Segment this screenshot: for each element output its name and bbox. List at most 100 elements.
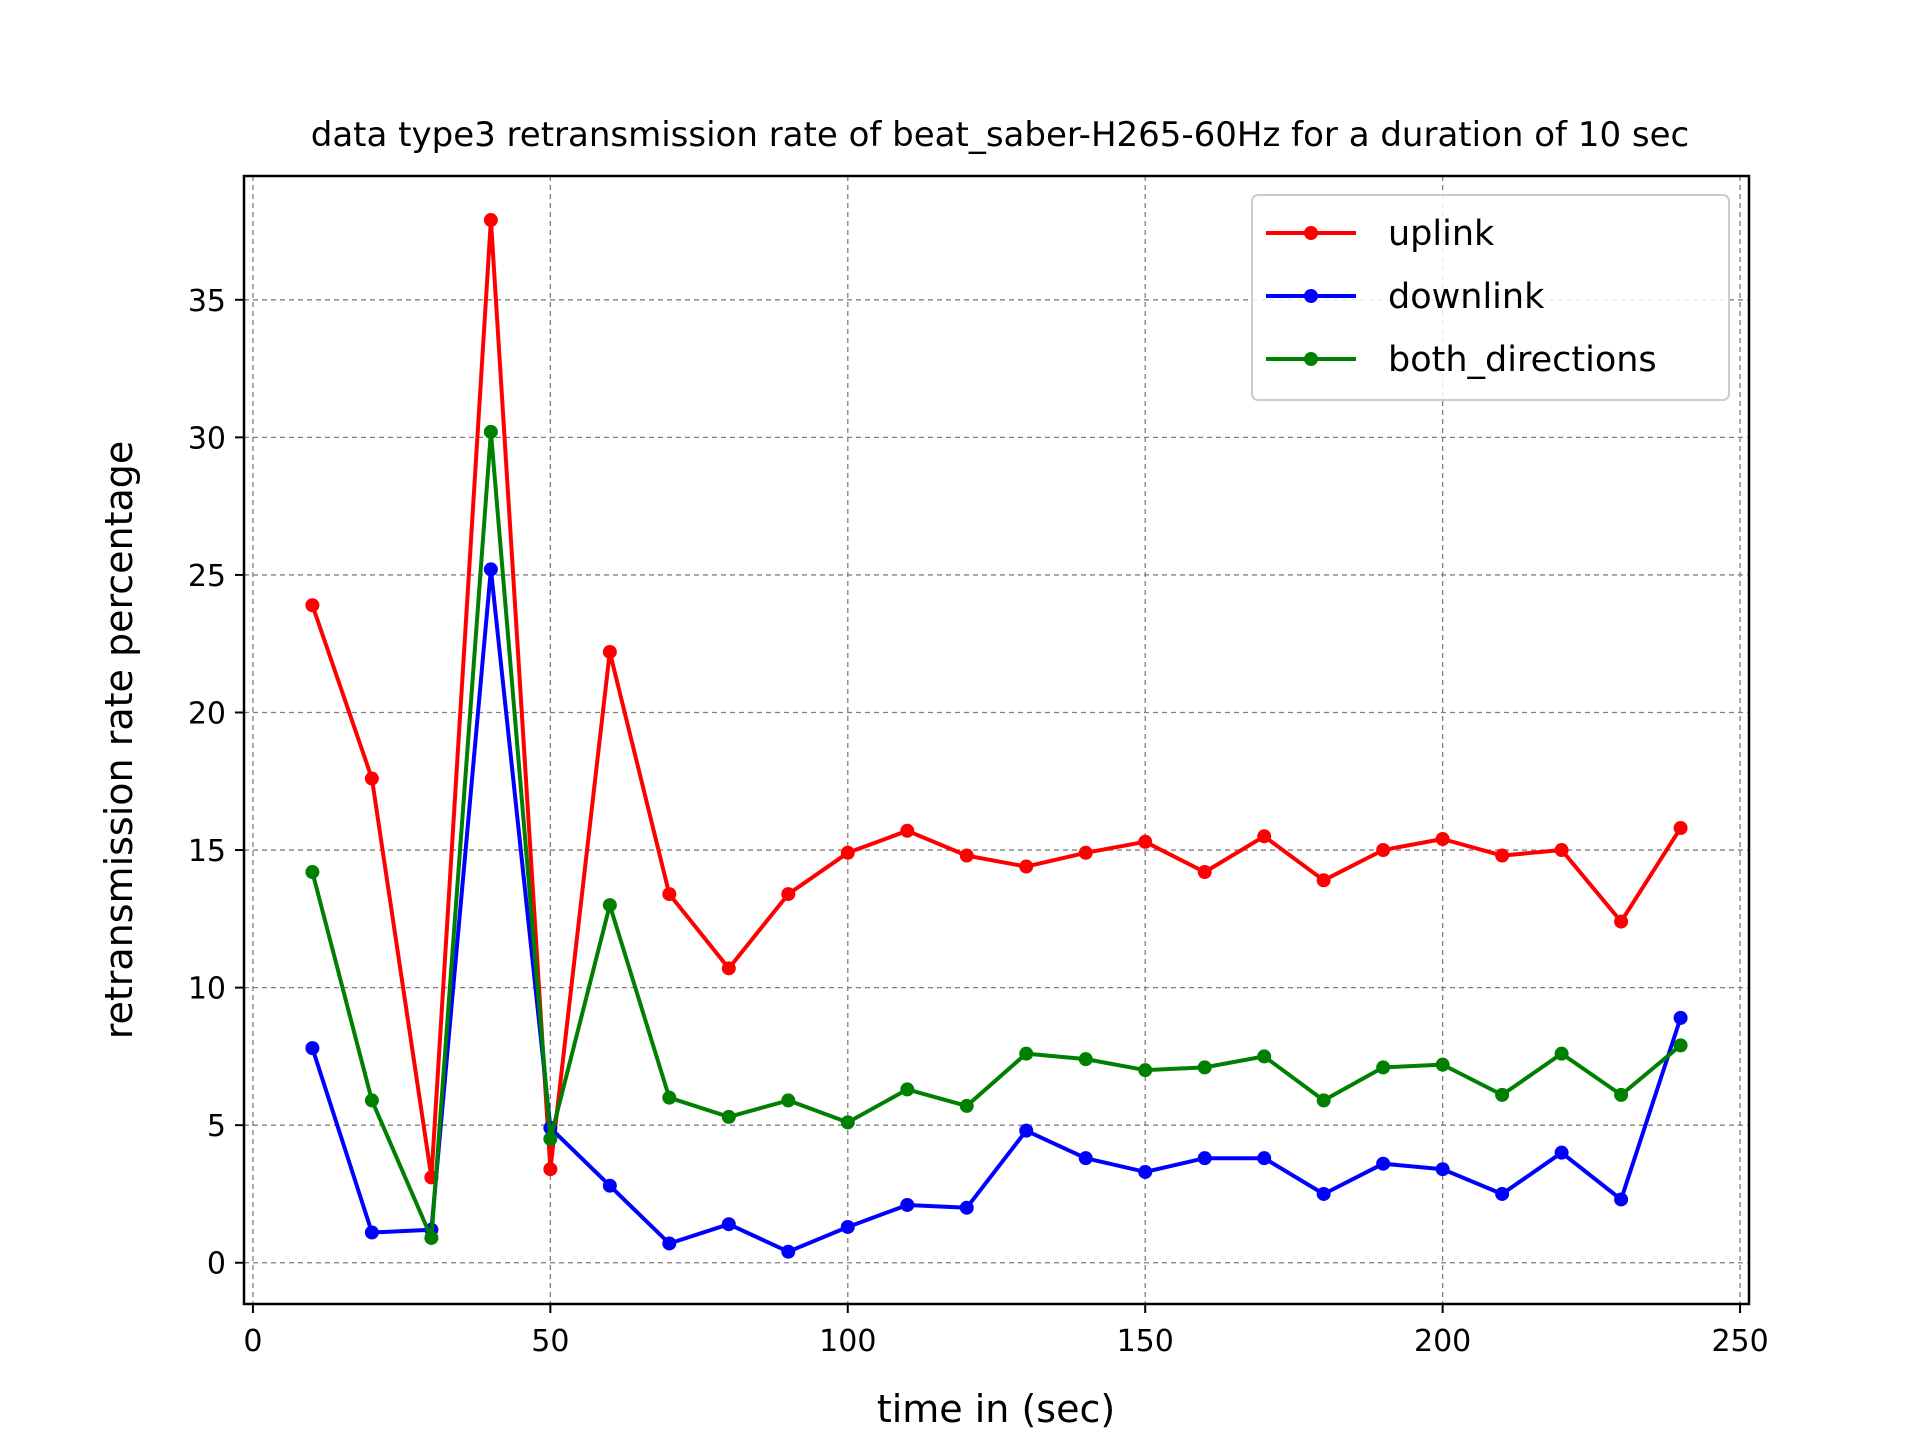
data-point [1614, 1192, 1629, 1207]
legend-label: downlink [1388, 277, 1545, 317]
data-point [900, 1197, 915, 1212]
x-tick-label: 50 [531, 1324, 569, 1359]
legend-marker [1304, 352, 1318, 366]
data-point [1197, 1060, 1212, 1075]
data-point [1435, 1162, 1450, 1177]
data-point [781, 1093, 796, 1108]
data-point [1673, 821, 1688, 836]
y-tick-label: 15 [188, 834, 226, 869]
data-point [840, 845, 855, 860]
data-point [305, 598, 320, 613]
data-point [364, 771, 379, 786]
data-point [1554, 1145, 1569, 1160]
data-point [1257, 1151, 1272, 1166]
data-point [543, 1162, 558, 1177]
series-both_directions [305, 424, 1688, 1245]
data-point [1316, 1093, 1331, 1108]
x-tick-label: 150 [1117, 1324, 1174, 1359]
data-point [483, 424, 498, 439]
data-point [1019, 859, 1034, 874]
data-point [1078, 845, 1093, 860]
chart-title: data type3 retransmission rate of beat_s… [311, 115, 1689, 155]
data-point [483, 562, 498, 577]
series-line [310, 429, 1682, 1240]
data-point [1138, 834, 1153, 849]
data-point [1495, 1186, 1510, 1201]
data-point [959, 848, 974, 863]
x-tick-label: 250 [1711, 1324, 1768, 1359]
legend-label: both_directions [1388, 340, 1657, 380]
data-point [900, 1082, 915, 1097]
legend-box [1251, 194, 1730, 401]
data-point [1495, 848, 1510, 863]
data-point [721, 961, 736, 976]
legend: uplink downlink both_directions [1251, 194, 1730, 401]
axis-ticks: 0 50 100 150 200 250 0 5 10 15 20 25 30 35 [188, 284, 1769, 1359]
x-axis-title: time in (sec) [877, 1387, 1115, 1431]
data-point [1673, 1010, 1688, 1025]
data-point [602, 644, 617, 659]
x-tick-label: 200 [1414, 1324, 1471, 1359]
data-point [959, 1098, 974, 1113]
data-point [1316, 873, 1331, 888]
plot-series [305, 213, 1688, 1259]
data-point [305, 865, 320, 880]
x-tick-label: 0 [243, 1324, 262, 1359]
y-tick-label: 30 [188, 421, 226, 456]
data-point [1554, 843, 1569, 858]
data-point [1138, 1063, 1153, 1078]
y-tick-label: 0 [207, 1247, 226, 1282]
data-point [364, 1093, 379, 1108]
x-tick-label: 100 [819, 1324, 876, 1359]
data-point [1673, 1038, 1688, 1053]
data-point [1376, 1156, 1391, 1171]
data-point [1078, 1151, 1093, 1166]
y-tick-label: 20 [188, 696, 226, 731]
data-point [1197, 1151, 1212, 1166]
data-point [1376, 843, 1391, 858]
data-point [1078, 1052, 1093, 1067]
legend-marker [1304, 289, 1318, 303]
data-point [1138, 1164, 1153, 1179]
y-axis-title: retransmission rate percentage [97, 441, 141, 1040]
data-point [1019, 1046, 1034, 1061]
data-point [1257, 829, 1272, 844]
data-point [781, 1244, 796, 1259]
data-point [840, 1219, 855, 1234]
data-point [1554, 1046, 1569, 1061]
data-point [900, 823, 915, 838]
data-point [364, 1225, 379, 1240]
data-point [1019, 1123, 1034, 1138]
data-point [602, 1178, 617, 1193]
data-point [1435, 832, 1450, 847]
y-tick-label: 5 [207, 1109, 226, 1144]
data-point [305, 1041, 320, 1056]
data-point [662, 1090, 677, 1105]
data-point [959, 1200, 974, 1215]
data-point [721, 1217, 736, 1232]
data-point [543, 1131, 558, 1146]
data-point [1435, 1057, 1450, 1072]
data-point [1614, 1087, 1629, 1102]
data-point [662, 1236, 677, 1251]
data-point [781, 887, 796, 902]
y-tick-label: 35 [188, 284, 226, 319]
data-point [840, 1115, 855, 1130]
data-point [1316, 1186, 1331, 1201]
y-tick-label: 25 [188, 559, 226, 594]
data-point [1614, 914, 1629, 929]
data-point [424, 1230, 439, 1245]
data-point [1376, 1060, 1391, 1075]
plot-frame [242, 174, 1751, 1306]
data-point [483, 213, 498, 228]
data-point [1197, 865, 1212, 880]
data-point [1495, 1087, 1510, 1102]
legend-label: uplink [1388, 214, 1495, 254]
legend-marker [1304, 226, 1318, 240]
data-point [602, 898, 617, 913]
y-tick-label: 10 [188, 972, 226, 1007]
data-point [1257, 1049, 1272, 1064]
data-point [721, 1109, 736, 1124]
data-point [662, 887, 677, 902]
